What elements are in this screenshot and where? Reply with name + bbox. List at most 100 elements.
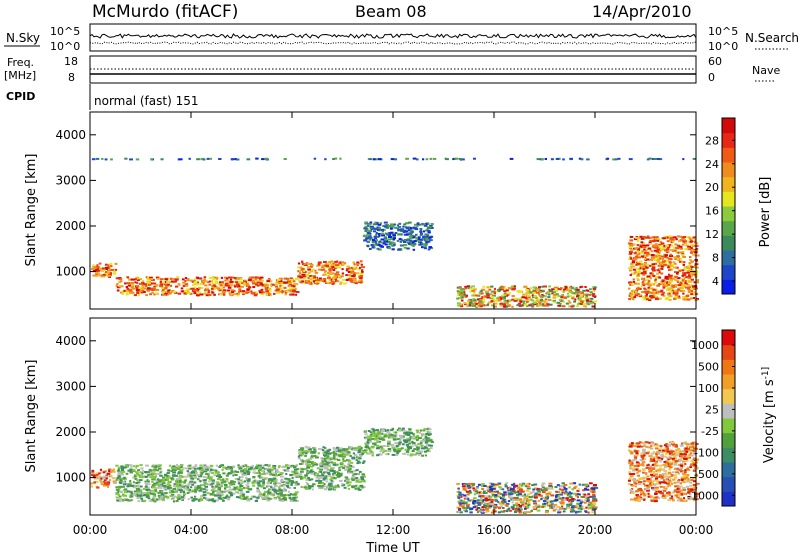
echo-cell <box>386 430 390 433</box>
echo-cell <box>328 278 331 281</box>
echo-cell <box>561 299 564 302</box>
echo-cell <box>337 472 340 475</box>
echo-cell <box>359 275 363 277</box>
echo-cell <box>241 481 244 483</box>
echo-cell <box>681 243 685 246</box>
echo-cell <box>146 278 149 281</box>
echo-cell <box>471 499 475 502</box>
echo-cell <box>369 434 373 436</box>
echo-cell <box>132 486 136 489</box>
echo-cell <box>584 297 588 299</box>
echo-cell <box>684 240 688 243</box>
echo-cell <box>332 452 337 455</box>
colorbar-frame <box>721 117 736 295</box>
echo-cell <box>555 158 559 160</box>
echo-cell <box>108 468 111 471</box>
echo-cell <box>168 464 172 467</box>
echo-cell <box>646 275 651 278</box>
echo-cell <box>687 275 692 278</box>
echo-cell <box>136 291 139 294</box>
echo-cell <box>629 235 634 238</box>
echo-cell <box>121 469 124 472</box>
echo-cell <box>215 485 219 488</box>
echo-cell <box>99 267 102 270</box>
echo-cell <box>659 282 663 285</box>
echo-cell <box>237 464 240 467</box>
echo-cell <box>286 486 290 489</box>
echo-cell <box>289 280 291 283</box>
echo-cell <box>670 241 674 244</box>
echo-cell <box>576 303 580 306</box>
echo-cell <box>190 287 195 290</box>
echo-cell <box>646 279 649 282</box>
echo-cell <box>668 292 671 295</box>
nave-tick-bottom: 0 <box>708 71 715 84</box>
echo-cell <box>323 451 328 454</box>
echo-cell <box>330 278 333 281</box>
echo-cell <box>651 295 655 298</box>
echo-cell <box>407 448 410 450</box>
echo-cell <box>268 289 272 292</box>
echo-cell <box>196 283 200 286</box>
echo-cell <box>499 304 503 307</box>
echo-cell <box>140 291 144 294</box>
echo-cell <box>186 492 190 494</box>
echo-cell <box>579 292 582 294</box>
echo-cell <box>222 286 225 289</box>
echo-cell <box>396 452 399 455</box>
echo-cell <box>137 469 140 472</box>
echo-cell <box>363 451 367 453</box>
echo-cell <box>467 302 469 305</box>
echo-cell <box>203 481 207 484</box>
echo-cell <box>412 157 417 160</box>
echo-cell <box>559 502 564 505</box>
echo-cell <box>246 473 250 476</box>
echo-cell <box>527 296 531 299</box>
echo-cell <box>309 280 313 283</box>
echo-cell <box>224 486 229 488</box>
echo-cell <box>259 473 263 476</box>
echo-cell <box>306 266 310 269</box>
echo-cell <box>472 506 476 509</box>
echo-cell <box>179 481 183 484</box>
echo-cell <box>417 452 422 455</box>
echo-cell <box>690 291 694 294</box>
echo-cell <box>548 293 551 296</box>
echo-cell <box>488 482 493 485</box>
echo-cell <box>115 478 119 481</box>
echo-cell <box>175 479 178 482</box>
echo-cell <box>255 464 259 467</box>
echo-cell <box>273 497 277 500</box>
echo-cell <box>254 280 257 283</box>
echo-cell <box>227 286 232 289</box>
echo-cell <box>238 288 242 291</box>
echo-cell <box>300 477 303 480</box>
echo-cell <box>213 285 217 288</box>
nsearch-tick-top: 10^5 <box>708 25 738 38</box>
echo-cell <box>631 291 635 294</box>
echo-cell <box>116 289 120 292</box>
echo-cell <box>636 277 639 280</box>
echo-cell <box>316 467 320 470</box>
colorbar-tick-label: 24 <box>705 158 719 171</box>
echo-cell <box>186 278 190 281</box>
echo-cell <box>392 437 396 440</box>
echo-cell <box>651 158 655 160</box>
echo-cell <box>240 490 244 493</box>
echo-cell <box>374 433 377 435</box>
echo-cell <box>456 506 460 509</box>
echo-cell <box>307 448 312 451</box>
echo-cell <box>662 259 665 261</box>
echo-cell <box>317 484 321 487</box>
echo-cell <box>346 278 349 281</box>
echo-cell <box>203 496 206 499</box>
echo-cell <box>184 283 189 286</box>
echo-cell <box>566 295 570 298</box>
echo-cell <box>498 286 502 289</box>
echo-cell <box>529 287 533 290</box>
echo-cell <box>407 433 411 436</box>
echo-cell <box>391 428 394 431</box>
echo-cell <box>164 278 168 281</box>
echo-cell <box>523 493 526 496</box>
echo-cell <box>355 282 358 285</box>
